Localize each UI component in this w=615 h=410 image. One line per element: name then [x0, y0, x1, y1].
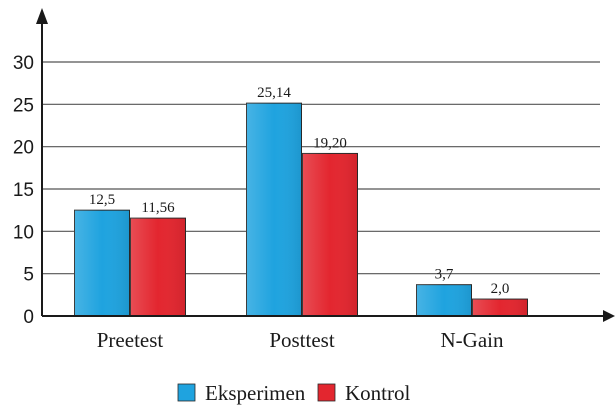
- y-tick-label: 5: [23, 265, 34, 286]
- x-axis-arrow-icon: [603, 310, 615, 322]
- legend-label-eksperimen: Eksperimen: [205, 381, 306, 405]
- x-tick-labels: Preetest Posttest N-Gain: [97, 328, 504, 352]
- legend: Eksperimen Kontrol: [177, 381, 410, 405]
- legend-swatch-eksperimen: [177, 383, 196, 402]
- y-tick-label: 25: [13, 95, 34, 116]
- x-tick-label: Preetest: [97, 328, 164, 352]
- data-label: 2,0: [491, 281, 510, 297]
- y-tick-label: 0: [23, 307, 34, 328]
- bar-shading: [74, 210, 130, 316]
- data-label: 12,5: [89, 192, 115, 208]
- y-tick-label: 20: [13, 138, 34, 159]
- data-label: 25,14: [257, 85, 291, 101]
- bar-shading: [416, 284, 472, 316]
- y-tick-labels: 0 5 10 15 20 25 30: [13, 53, 34, 328]
- bar-shading: [130, 218, 186, 316]
- data-labels: 12,5 11,56 25,14 19,20 3,7 2,0: [89, 85, 510, 297]
- bar-shading: [246, 103, 302, 316]
- y-tick-label: 30: [13, 53, 34, 74]
- data-label: 19,20: [313, 135, 347, 151]
- x-tick-label: Posttest: [269, 328, 335, 352]
- y-tick-label: 10: [13, 222, 34, 243]
- data-label: 3,7: [435, 267, 454, 283]
- legend-label-kontrol: Kontrol: [345, 381, 410, 405]
- y-tick-label: 15: [13, 180, 34, 201]
- axes: [36, 8, 615, 322]
- bar-shading: [472, 299, 528, 316]
- bars: [74, 102, 528, 317]
- data-label: 11,56: [141, 200, 175, 216]
- x-tick-label: N-Gain: [441, 328, 504, 352]
- y-axis-arrow-icon: [36, 8, 48, 24]
- legend-swatch-kontrol: [317, 383, 336, 402]
- bar-shading: [302, 153, 358, 316]
